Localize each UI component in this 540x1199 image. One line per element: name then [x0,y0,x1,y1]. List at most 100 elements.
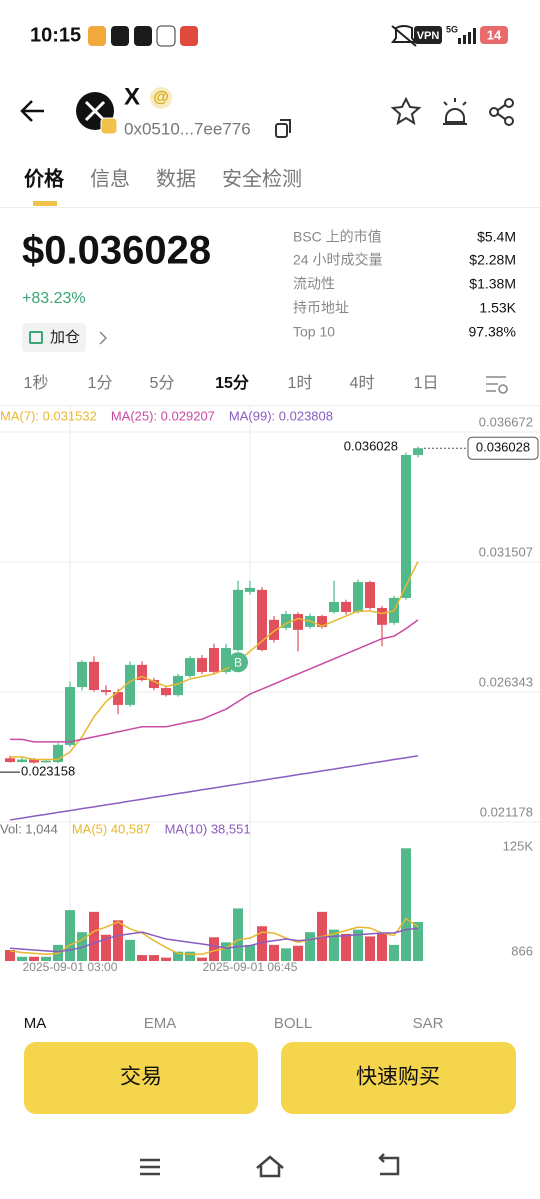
indicator-tabs: MA EMA BOLL SAR [24,1015,444,1032]
battery [480,26,508,44]
volume-bar [89,911,99,961]
quick-buy-button-text: 快速购买 [356,1066,440,1089]
volume-bar [173,951,183,961]
volume-bar [149,955,159,961]
stat-value: $5.4M [477,229,516,245]
indicator-tab[interactable]: MA [24,1015,47,1032]
volume-bar [377,933,387,961]
candle-body [365,582,375,608]
indicator-tab[interactable]: BOLL [274,1015,312,1032]
divider [0,405,540,406]
divider [0,207,540,208]
volume-ma-line [9,927,419,953]
x-tick-label: 2025-09-01 03:00 [23,960,118,974]
interval[interactable]: 1日 [414,375,439,392]
interval[interactable]: 15分 [215,374,249,392]
favorite-button[interactable] [390,96,422,126]
candle-body [377,607,387,625]
volume-bar [353,929,363,961]
volume-bar [185,951,195,961]
tab[interactable]: 价格 [24,166,65,190]
tab[interactable]: 数据 [156,167,196,190]
nav-home[interactable] [256,1155,284,1178]
candle-body [341,601,351,613]
share-button[interactable] [489,98,514,126]
volume-bar [245,944,255,961]
candle-body [317,616,327,627]
candle-body [29,759,39,763]
volume-bar [197,957,207,961]
volume-bar [269,944,279,961]
candle-body [329,601,339,613]
last-price-label: 0.036028 [344,439,398,454]
candle-body [221,648,231,672]
current-price: $0.036028 [22,229,211,273]
battery-text: 14 [487,27,502,42]
stat-label: 24 小时成交量 [293,252,382,268]
volume-bar [161,957,171,961]
volume-bar [257,926,267,961]
trade-button-text: 交易 [120,1066,162,1089]
signal-icon [458,28,476,44]
candle-body [173,675,183,696]
candle-body [353,582,363,613]
indicator-tab[interactable]: EMA [144,1015,177,1032]
chevron [99,331,108,345]
indicator-tab[interactable]: SAR [413,1015,444,1032]
chain-badge [100,117,118,135]
legend-entry: MA(25): 0.029207 [111,408,215,423]
volume-bar [281,948,291,961]
alert-button[interactable] [443,98,467,125]
status-time: 10:15 [30,24,81,46]
tab[interactable]: 安全检测 [222,167,302,190]
volume-tick-label: 125K [503,838,534,853]
interval[interactable]: 5分 [150,374,175,392]
candle-body [77,661,87,688]
interval[interactable]: 1分 [88,374,113,392]
volume-bar [341,933,351,961]
interval[interactable]: 1秒 [24,374,49,392]
nav-back[interactable] [378,1153,400,1176]
stat-value: 97.38% [469,324,516,340]
candle-body [269,619,279,640]
volume-bar [329,929,339,961]
chart-settings[interactable] [486,376,508,394]
legend-entry: MA(7): 0.031532 [0,408,97,423]
volume-bar [41,956,51,961]
stat-label: 流动性 [293,276,335,292]
status-app-icons [88,25,198,47]
y-tick-label: 0.026343 [479,674,533,689]
tab[interactable]: 信息 [90,167,130,190]
ma-line [9,755,419,821]
candle-body [53,744,63,763]
legend-entry: MA(99): 0.023808 [229,408,333,423]
volume-legend: Vol: 1,044 [0,821,58,836]
trade-button[interactable] [24,1042,258,1114]
volume-bar [389,944,399,961]
add-button[interactable] [22,323,86,352]
back-button[interactable] [20,100,44,122]
volume-bar [305,932,315,961]
nav-menu[interactable] [140,1158,160,1176]
volume-bar [125,939,135,961]
tab-indicator [33,201,57,206]
volume-bar [233,908,243,961]
stat-label: Top 10 [293,324,335,340]
interval[interactable]: 1时 [288,374,313,392]
candle-body [113,692,123,705]
volume-ma-line [9,917,419,955]
copy-button[interactable] [275,119,291,138]
last-price-axis-label: 0.036028 [476,440,530,455]
quick-buy-button[interactable] [281,1042,516,1114]
contract-address: 0x0510...7ee776 [124,119,251,138]
candle-body [17,759,27,763]
volume-bar [221,942,231,961]
candle-body [197,658,207,672]
interval[interactable]: 4时 [350,374,375,392]
last-price-box [467,436,539,460]
candle-body [401,454,411,598]
stat-label: BSC 上的市值 [293,229,382,245]
legend-entry: MA(10) 38,551 [165,821,251,836]
x-tick-label: 2025-09-01 06:45 [203,960,298,974]
